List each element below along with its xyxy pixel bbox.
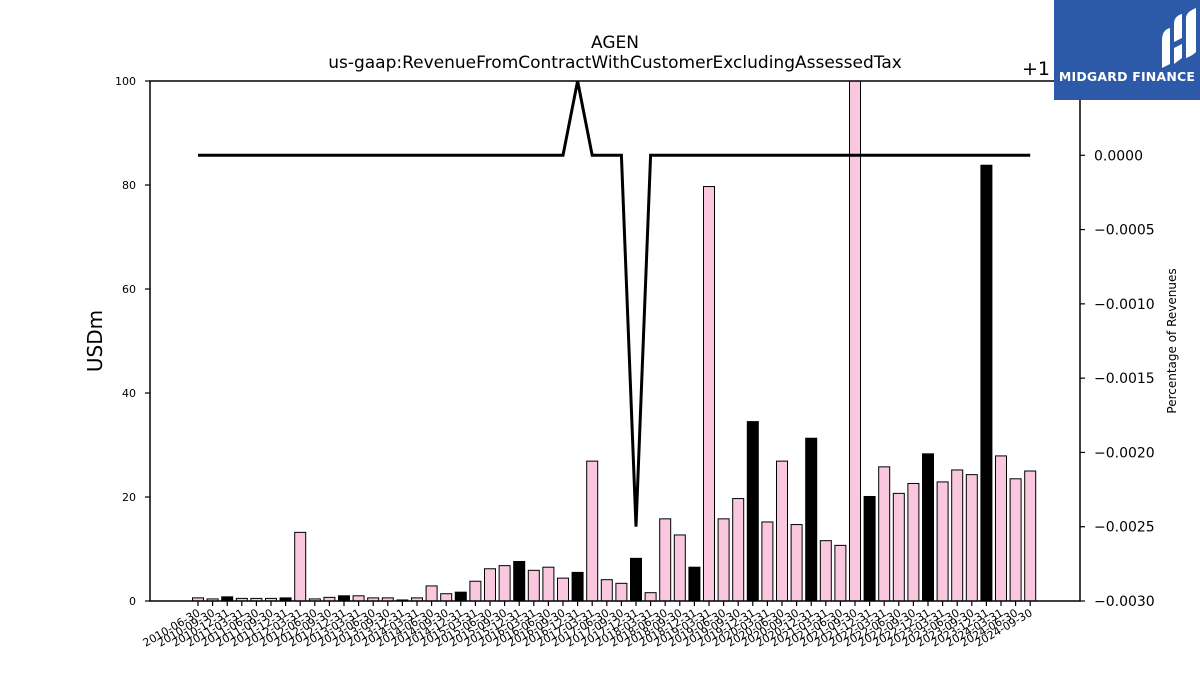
y-tick-label: 80 [122, 179, 136, 192]
bar-2019-12-31 [746, 421, 759, 602]
y-tick-label: 0 [129, 595, 136, 608]
bar-2017-03-31 [586, 460, 599, 602]
bar-2023-06-30 [951, 469, 964, 602]
bar-2021-09-30 [849, 80, 861, 602]
bar-2021-12-31 [863, 495, 876, 602]
bar-2015-09-30 [498, 565, 511, 602]
bar-2019-06-30 [717, 518, 730, 602]
bar-2014-12-31 [454, 591, 467, 602]
bar-2018-09-30 [673, 534, 686, 602]
midgard-logo-icon [1162, 8, 1196, 68]
y2-tick-label: −0.0010 [1094, 297, 1155, 313]
y2-axis-label: Percentage of Revenues [1165, 268, 1179, 413]
bar-2012-03-31 [294, 531, 307, 602]
brand-name: MIDGARD FINANCE [1058, 69, 1196, 84]
y-axis-ticks: 0 20 40 60 80 100 [115, 75, 150, 608]
x-axis-ticks: 2010-06-302010-09-302010-12-312011-03-31… [141, 601, 1035, 650]
y2-tick-label: −0.0020 [1094, 445, 1155, 461]
y2-tick-label: 0.0000 [1094, 148, 1143, 164]
y-tick-label: 60 [122, 283, 136, 296]
bar-2023-03-31 [936, 481, 949, 602]
y2-offset-label: +1 [1022, 58, 1050, 80]
bar-2022-06-30 [892, 492, 905, 602]
bar-2012-12-31 [338, 595, 350, 602]
bar-2021-06-30 [834, 544, 847, 602]
bar-2024-03-31 [995, 455, 1007, 602]
bar-2019-03-31 [703, 186, 715, 602]
y2-tick-label: −0.0025 [1094, 520, 1155, 536]
bar-2022-03-31 [878, 466, 891, 602]
bar-2015-12-31 [513, 560, 526, 602]
bar-2021-03-31 [819, 540, 832, 602]
y-axis-label: USDm [83, 310, 107, 372]
bar-2016-06-30 [542, 566, 555, 602]
bar-2017-09-30 [615, 582, 628, 602]
bar-2022-12-31 [922, 453, 934, 602]
y2-tick-label: −0.0030 [1094, 594, 1155, 610]
bar-2014-06-30 [425, 585, 438, 602]
bar-2023-09-30 [965, 474, 978, 602]
bar-2023-12-31 [980, 164, 993, 602]
bar-2020-06-30 [776, 460, 788, 602]
bar-2015-06-30 [484, 568, 496, 602]
y2-tick-label: −0.0005 [1094, 223, 1155, 239]
y-tick-label: 100 [115, 75, 136, 88]
chart-title: AGEN [591, 33, 639, 53]
bar-2018-03-31 [644, 592, 657, 602]
bar-2017-06-30 [600, 579, 613, 602]
bars-group [192, 80, 1037, 602]
bar-2024-09-30 [1024, 470, 1037, 602]
bar-2017-12-31 [630, 557, 642, 602]
bar-2020-12-31 [805, 437, 818, 602]
plot-frame [149, 80, 1081, 602]
bar-2019-09-30 [732, 498, 745, 602]
bar-2015-03-31 [469, 580, 482, 602]
bar-2013-03-31 [352, 595, 365, 602]
y2-tick-label: −0.0015 [1094, 371, 1155, 387]
chart-subtitle: us-gaap:RevenueFromContractWithCustomerE… [328, 53, 902, 73]
bar-2020-03-31 [761, 521, 774, 602]
percentage-line [198, 80, 1031, 527]
midgard-logo: MIDGARD FINANCE [1054, 0, 1200, 100]
bar-2014-09-30 [440, 593, 453, 602]
bar-2024-06-30 [1009, 478, 1022, 602]
y-tick-label: 40 [122, 387, 136, 400]
bar-2018-06-30 [659, 518, 672, 602]
bar-2018-12-31 [688, 566, 701, 602]
y-tick-label: 20 [122, 491, 136, 504]
bar-2016-12-31 [571, 571, 584, 602]
bar-2020-09-30 [790, 524, 803, 602]
bar-2016-09-30 [557, 577, 569, 602]
bar-2016-03-31 [527, 569, 540, 602]
y2-axis-ticks: −0.0030 −0.0025 −0.0020 −0.0015 −0.0010 −0.00… [1080, 148, 1155, 610]
bar-2022-09-30 [907, 482, 920, 602]
